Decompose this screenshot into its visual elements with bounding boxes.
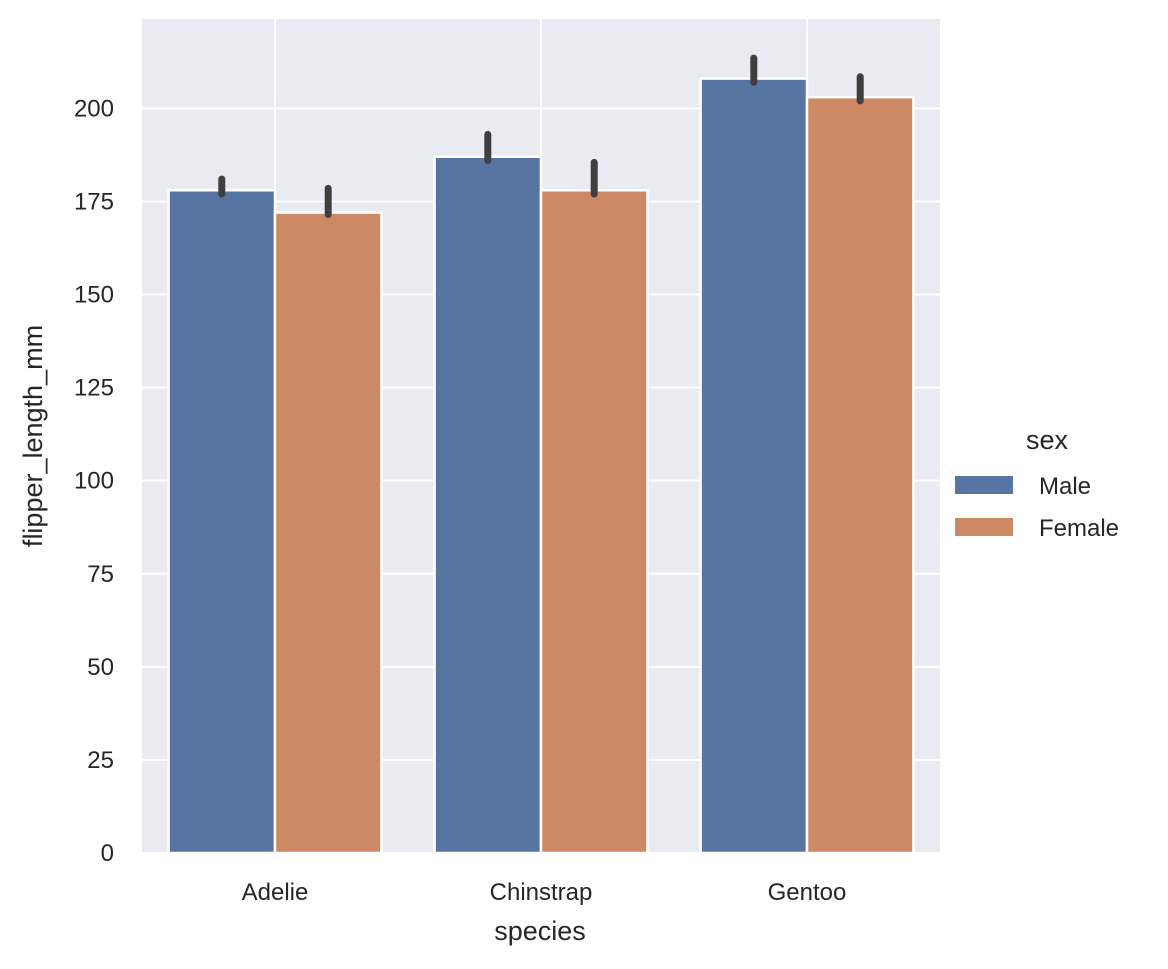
y-tick-label: 125 bbox=[74, 375, 114, 402]
y-axis-ticks: 0 25 50 75 100 125 150 175 200 bbox=[74, 95, 114, 867]
y-tick-label: 150 bbox=[74, 282, 114, 309]
error-bars bbox=[218, 54, 864, 218]
bar bbox=[167, 189, 277, 855]
y-tick-label: 25 bbox=[87, 747, 114, 774]
x-tick-label: Adelie bbox=[242, 879, 309, 906]
y-axis-label: flipper_length_mm bbox=[18, 325, 48, 547]
legend-label: Female bbox=[1039, 515, 1119, 542]
legend-label: Male bbox=[1039, 473, 1091, 500]
x-tick-label: Gentoo bbox=[768, 879, 847, 906]
y-tick-label: 175 bbox=[74, 188, 114, 215]
bar bbox=[805, 95, 915, 855]
x-axis-label: species bbox=[494, 916, 586, 946]
y-tick-label: 75 bbox=[87, 561, 114, 588]
y-tick-label: 0 bbox=[101, 840, 114, 867]
legend-swatch bbox=[955, 476, 1013, 494]
bar bbox=[273, 211, 383, 855]
y-tick-label: 100 bbox=[74, 468, 114, 495]
legend-items: Male Female bbox=[955, 473, 1119, 542]
y-tick-label: 50 bbox=[87, 654, 114, 681]
bar bbox=[433, 155, 543, 855]
x-axis-ticks: Adelie Chinstrap Gentoo bbox=[242, 879, 847, 906]
bars bbox=[167, 77, 915, 855]
x-tick-label: Chinstrap bbox=[490, 879, 593, 906]
y-tick-label: 200 bbox=[74, 95, 114, 122]
legend-swatch bbox=[955, 518, 1013, 536]
bar bbox=[699, 77, 809, 855]
legend-title: sex bbox=[1026, 425, 1069, 455]
bar bbox=[539, 189, 649, 855]
legend: sex Male Female bbox=[955, 425, 1119, 542]
